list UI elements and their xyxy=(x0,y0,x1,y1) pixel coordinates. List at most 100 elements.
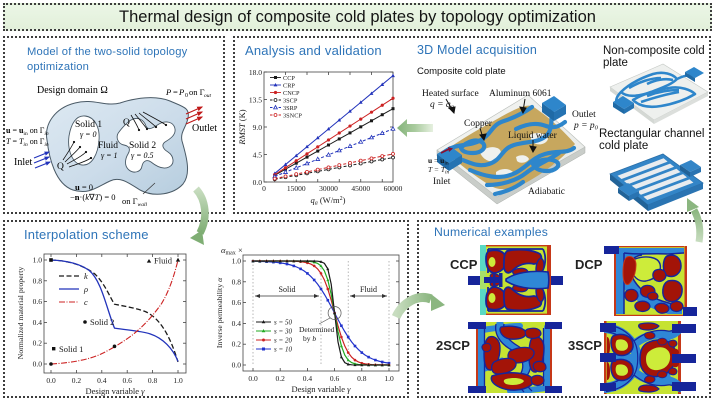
svg-text:s = 50: s = 50 xyxy=(274,319,292,327)
svg-text:0.0: 0.0 xyxy=(253,178,263,187)
svg-text:=: = xyxy=(173,87,178,97)
svg-text:0.8: 0.8 xyxy=(357,374,367,383)
svg-text:0.6: 0.6 xyxy=(232,298,242,307)
svg-text:Q: Q xyxy=(123,118,130,128)
svg-text:Inlet: Inlet xyxy=(433,177,451,187)
svg-text:RMST (K): RMST (K) xyxy=(237,109,247,145)
svg-text:CRP: CRP xyxy=(283,83,295,90)
svg-text:0.8: 0.8 xyxy=(232,277,242,286)
svg-text:−n·(k∇T) = 0: −n·(k∇T) = 0 xyxy=(70,192,116,202)
svg-text:plate: plate xyxy=(603,57,628,69)
svg-text:0.2: 0.2 xyxy=(276,374,286,383)
svg-text:Inlet: Inlet xyxy=(14,157,33,168)
svg-text:3SCP: 3SCP xyxy=(568,338,602,353)
svg-text:Q: Q xyxy=(57,162,64,172)
svg-text:CCP: CCP xyxy=(450,257,478,272)
svg-text:out: out xyxy=(204,93,212,99)
svg-text:Solid 1: Solid 1 xyxy=(59,344,83,354)
svg-text:30000: 30000 xyxy=(319,184,338,193)
svg-text:0.6: 0.6 xyxy=(33,297,43,306)
svg-text:Rectangular channel: Rectangular channel xyxy=(599,128,705,140)
svg-text:1.0: 1.0 xyxy=(384,374,394,383)
svg-text:Non-composite cold: Non-composite cold xyxy=(603,45,705,57)
svg-text:by b: by b xyxy=(303,334,316,343)
svg-text:Determined: Determined xyxy=(299,325,335,334)
svg-text:DCP: DCP xyxy=(575,257,603,272)
svg-text:0.4: 0.4 xyxy=(303,374,313,383)
svg-text:CCP: CCP xyxy=(283,75,295,82)
svg-text:Heated surface: Heated surface xyxy=(422,88,479,99)
svg-text:Design domain Ω: Design domain Ω xyxy=(37,85,108,96)
svg-text:s = 20: s = 20 xyxy=(274,337,292,345)
svg-text:Copper: Copper xyxy=(464,119,493,129)
svg-text:0: 0 xyxy=(262,184,266,193)
svg-text:cold plate: cold plate xyxy=(599,140,648,152)
svg-text:0.4: 0.4 xyxy=(232,319,242,328)
svg-text:Outlet: Outlet xyxy=(572,110,596,120)
svg-text:Solid 2: Solid 2 xyxy=(129,141,156,151)
svg-text:0.0: 0.0 xyxy=(46,376,56,385)
svg-text:γ = 0.5: γ = 0.5 xyxy=(131,151,154,160)
svg-text:c: c xyxy=(84,297,88,307)
svg-text:P: P xyxy=(178,87,184,97)
svg-text:0.8: 0.8 xyxy=(148,376,158,385)
svg-text:0.4: 0.4 xyxy=(33,318,43,327)
svg-text:0.8: 0.8 xyxy=(33,276,43,285)
svg-text:Adiabatic: Adiabatic xyxy=(528,187,565,197)
svg-text:15000: 15000 xyxy=(287,184,306,193)
svg-text:Normalized material property: Normalized material property xyxy=(16,267,25,360)
svg-text:0.6: 0.6 xyxy=(123,376,133,385)
svg-text:0.0: 0.0 xyxy=(248,374,258,383)
svg-text:Aluminum 6061: Aluminum 6061 xyxy=(489,89,552,99)
svg-text:on Γwall: on Γwall xyxy=(122,196,147,208)
svg-text:Design variable γ: Design variable γ xyxy=(291,384,351,394)
svg-text:Fluid: Fluid xyxy=(360,285,377,294)
svg-text:0.6: 0.6 xyxy=(330,374,340,383)
svg-text:qa (W/m2): qa (W/m2) xyxy=(310,195,345,207)
svg-text:0.0: 0.0 xyxy=(33,360,43,369)
svg-text:0.2: 0.2 xyxy=(33,339,43,348)
svg-text:αmax ×: αmax × xyxy=(221,245,243,257)
svg-text:3SCP: 3SCP xyxy=(283,98,298,105)
svg-text:18.0: 18.0 xyxy=(249,68,262,77)
svg-text:Composite cold plate: Composite cold plate xyxy=(417,66,506,77)
svg-text:u = 0: u = 0 xyxy=(75,182,93,192)
svg-text:0.2: 0.2 xyxy=(72,376,82,385)
svg-text:s = 10: s = 10 xyxy=(274,346,292,354)
svg-text:Fluid: Fluid xyxy=(154,256,173,266)
svg-text:45000: 45000 xyxy=(351,184,370,193)
svg-text:0: 0 xyxy=(185,93,188,99)
svg-text:p = p0: p = p0 xyxy=(573,121,599,132)
svg-text:T = Tin: T = Tin xyxy=(428,165,450,176)
svg-text:u = uin on Γin: u = uin on Γin xyxy=(6,126,49,137)
svg-text:P: P xyxy=(165,87,171,97)
svg-text:Fluid: Fluid xyxy=(98,141,118,151)
svg-text:k: k xyxy=(84,271,88,281)
svg-text:Outlet: Outlet xyxy=(192,123,217,134)
svg-text:0.4: 0.4 xyxy=(97,376,107,385)
svg-text:Solid: Solid xyxy=(279,285,296,294)
svg-text:γ = 1: γ = 1 xyxy=(101,151,118,160)
svg-text:Liquid water: Liquid water xyxy=(508,131,558,141)
svg-text:0.0: 0.0 xyxy=(232,361,242,370)
svg-text:3SRP: 3SRP xyxy=(283,105,298,112)
svg-text:1.0: 1.0 xyxy=(33,256,43,265)
svg-text:Solid 2: Solid 2 xyxy=(90,317,114,327)
svg-text:4.5: 4.5 xyxy=(253,151,263,160)
svg-text:0.2: 0.2 xyxy=(232,340,242,349)
svg-text:1.0: 1.0 xyxy=(232,257,242,266)
svg-text:9.0: 9.0 xyxy=(253,123,263,132)
svg-text:ρ: ρ xyxy=(83,284,88,294)
svg-text:γ = 0: γ = 0 xyxy=(80,130,97,139)
svg-text:2SCP: 2SCP xyxy=(436,338,470,353)
svg-text:60000: 60000 xyxy=(384,184,403,193)
svg-text:s = 30: s = 30 xyxy=(274,328,292,336)
svg-text:on Γ: on Γ xyxy=(189,87,205,97)
svg-text:u = uin: u = uin xyxy=(428,156,449,167)
svg-text:Solid 1: Solid 1 xyxy=(75,120,102,130)
svg-text:3SNCP: 3SNCP xyxy=(283,113,302,120)
svg-text:Inverse permeability α: Inverse permeability α xyxy=(215,277,224,348)
svg-text:Design variable γ: Design variable γ xyxy=(85,386,145,396)
svg-text:CNCP: CNCP xyxy=(283,90,300,97)
svg-text:13.5: 13.5 xyxy=(249,96,262,105)
